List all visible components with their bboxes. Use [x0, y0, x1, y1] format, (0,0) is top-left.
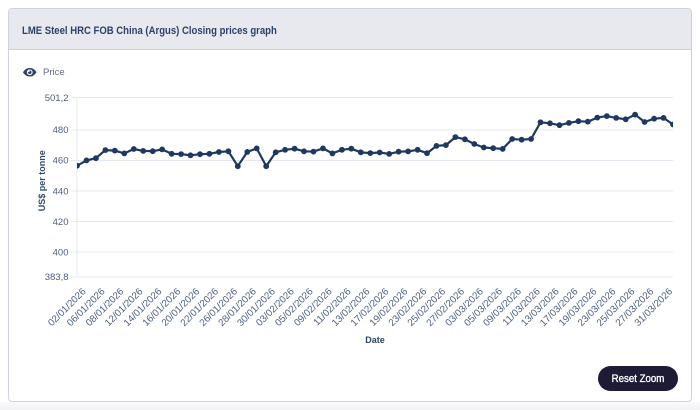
svg-text:400: 400 [53, 247, 69, 258]
svg-text:501,2: 501,2 [45, 93, 69, 104]
svg-text:Date: Date [365, 335, 385, 345]
svg-text:US$ per tonne: US$ per tonne [37, 150, 47, 211]
svg-text:383,8: 383,8 [45, 272, 69, 283]
svg-text:460: 460 [53, 156, 69, 167]
svg-text:480: 480 [53, 125, 69, 136]
svg-text:420: 420 [53, 217, 69, 228]
svg-text:440: 440 [53, 186, 69, 197]
